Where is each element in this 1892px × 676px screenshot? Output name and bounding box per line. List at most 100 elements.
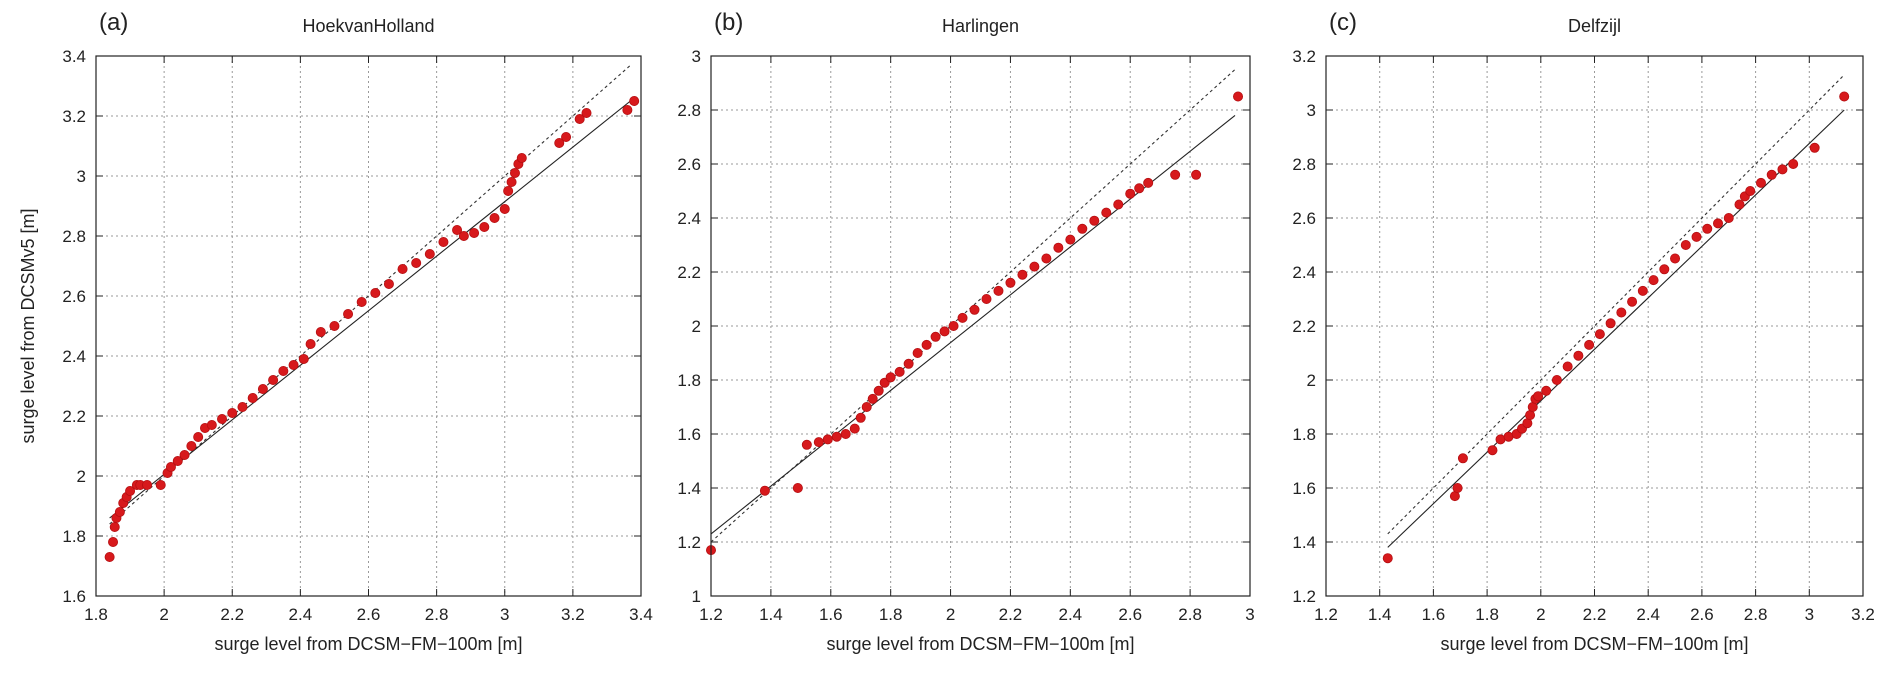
panel-title: Harlingen [942, 16, 1019, 36]
y-tick-label: 3 [692, 47, 701, 66]
y-tick-label: 2.8 [62, 227, 86, 246]
x-tick-label: 1.2 [1314, 605, 1338, 624]
data-point [894, 366, 905, 377]
data-point [1457, 453, 1468, 464]
data-point [1809, 142, 1820, 153]
data-point [237, 401, 248, 412]
x-tick-label: 1.8 [84, 605, 108, 624]
y-tick-label: 2.6 [62, 287, 86, 306]
data-point [822, 434, 833, 445]
data-point [801, 439, 812, 450]
data-point [305, 338, 316, 349]
reference-lines [1387, 74, 1845, 548]
x-tick-label: 2.2 [220, 605, 244, 624]
data-point [315, 326, 326, 337]
data-point [1382, 553, 1393, 564]
data-point [479, 221, 490, 232]
x-tick-label: 1.8 [1475, 605, 1499, 624]
y-tick-label: 1.4 [677, 479, 701, 498]
y-tick-label: 3.4 [62, 47, 86, 66]
data-point [554, 137, 565, 148]
y-tick-label: 1.6 [677, 425, 701, 444]
data-point [370, 287, 381, 298]
panel-title: HoekvanHolland [302, 16, 434, 36]
axes-frame [710, 55, 1251, 597]
x-tick-label: 3.2 [1851, 605, 1875, 624]
data-point [1702, 223, 1713, 234]
y-tick-label: 1.6 [62, 587, 86, 606]
x-tick-label: 1.6 [819, 605, 843, 624]
x-tick-label: 1.6 [1422, 605, 1446, 624]
data-point [217, 413, 228, 424]
x-tick-label: 2.8 [1178, 605, 1202, 624]
data-point [1134, 183, 1145, 194]
data-point [903, 358, 914, 369]
data-point [873, 385, 884, 396]
data-point [155, 479, 166, 490]
x-axis-label: surge level from DCSM−FM−100m [m] [214, 634, 522, 654]
x-axis-label: surge level from DCSM−FM−100m [m] [1440, 634, 1748, 654]
x-tick-label: 2.6 [1118, 605, 1142, 624]
data-point [1670, 253, 1681, 264]
x-axis-label: surge level from DCSM−FM−100m [m] [826, 634, 1134, 654]
data-point [1029, 261, 1040, 272]
data-point [1680, 239, 1691, 250]
data-point [1713, 218, 1724, 229]
data-point [1691, 231, 1702, 242]
x-tick-label: 3 [1245, 605, 1254, 624]
data-point [411, 257, 422, 268]
x-tick-label: 2.4 [1059, 605, 1083, 624]
data-point [1191, 169, 1202, 180]
data-point [142, 479, 153, 490]
axes-frame [95, 55, 642, 597]
x-tick-label: 2.4 [1636, 605, 1660, 624]
x-tick-label: 2.8 [1744, 605, 1768, 624]
data-point [288, 359, 299, 370]
data-point [268, 374, 279, 385]
data-point [469, 227, 480, 238]
data-point [104, 552, 115, 563]
data-point [629, 96, 640, 107]
x-tick-label: 2 [946, 605, 955, 624]
data-point [1594, 329, 1605, 340]
y-tick-label: 2.4 [677, 209, 701, 228]
y-tick-label: 2.8 [1292, 155, 1316, 174]
data-point [193, 431, 204, 442]
data-point [452, 224, 463, 235]
y-tick-label: 3.2 [1292, 47, 1316, 66]
data-point [1777, 164, 1788, 175]
data-point [912, 347, 923, 358]
y-tick-label: 2 [77, 467, 86, 486]
reference-lines [109, 64, 635, 525]
data-point [1562, 361, 1573, 372]
data-point [1541, 385, 1552, 396]
x-tick-label: 1.8 [879, 605, 903, 624]
panel-label: (c) [1329, 9, 1357, 36]
data-point [1143, 177, 1154, 188]
data-point [1041, 253, 1052, 264]
y-tick-label: 1.2 [677, 533, 701, 552]
y-tick-label: 2.4 [1292, 263, 1316, 282]
identity-line [109, 64, 632, 525]
data-point [1788, 158, 1799, 169]
data-point [506, 176, 517, 187]
panel-title: Delfzijl [1568, 16, 1621, 36]
data-point [855, 412, 866, 423]
data-point [1839, 91, 1850, 102]
x-tick-label: 2.6 [1690, 605, 1714, 624]
data-point [1452, 482, 1463, 493]
y-tick-label: 3 [1307, 101, 1316, 120]
y-tick-label: 1.8 [62, 527, 86, 546]
data-point [343, 308, 354, 319]
data-point [165, 461, 176, 472]
data-point [516, 152, 527, 163]
data-points [1382, 91, 1850, 564]
data-point [1584, 339, 1595, 350]
data-point [1637, 285, 1648, 296]
data-point [1551, 374, 1562, 385]
panel-1: 1.8 2 2.2 2.4 2.6 2.8 3 3.2 3.41.61.822.22.42.62… [18, 9, 653, 654]
data-point [172, 455, 183, 466]
data-point [503, 185, 514, 196]
data-points [706, 91, 1244, 556]
